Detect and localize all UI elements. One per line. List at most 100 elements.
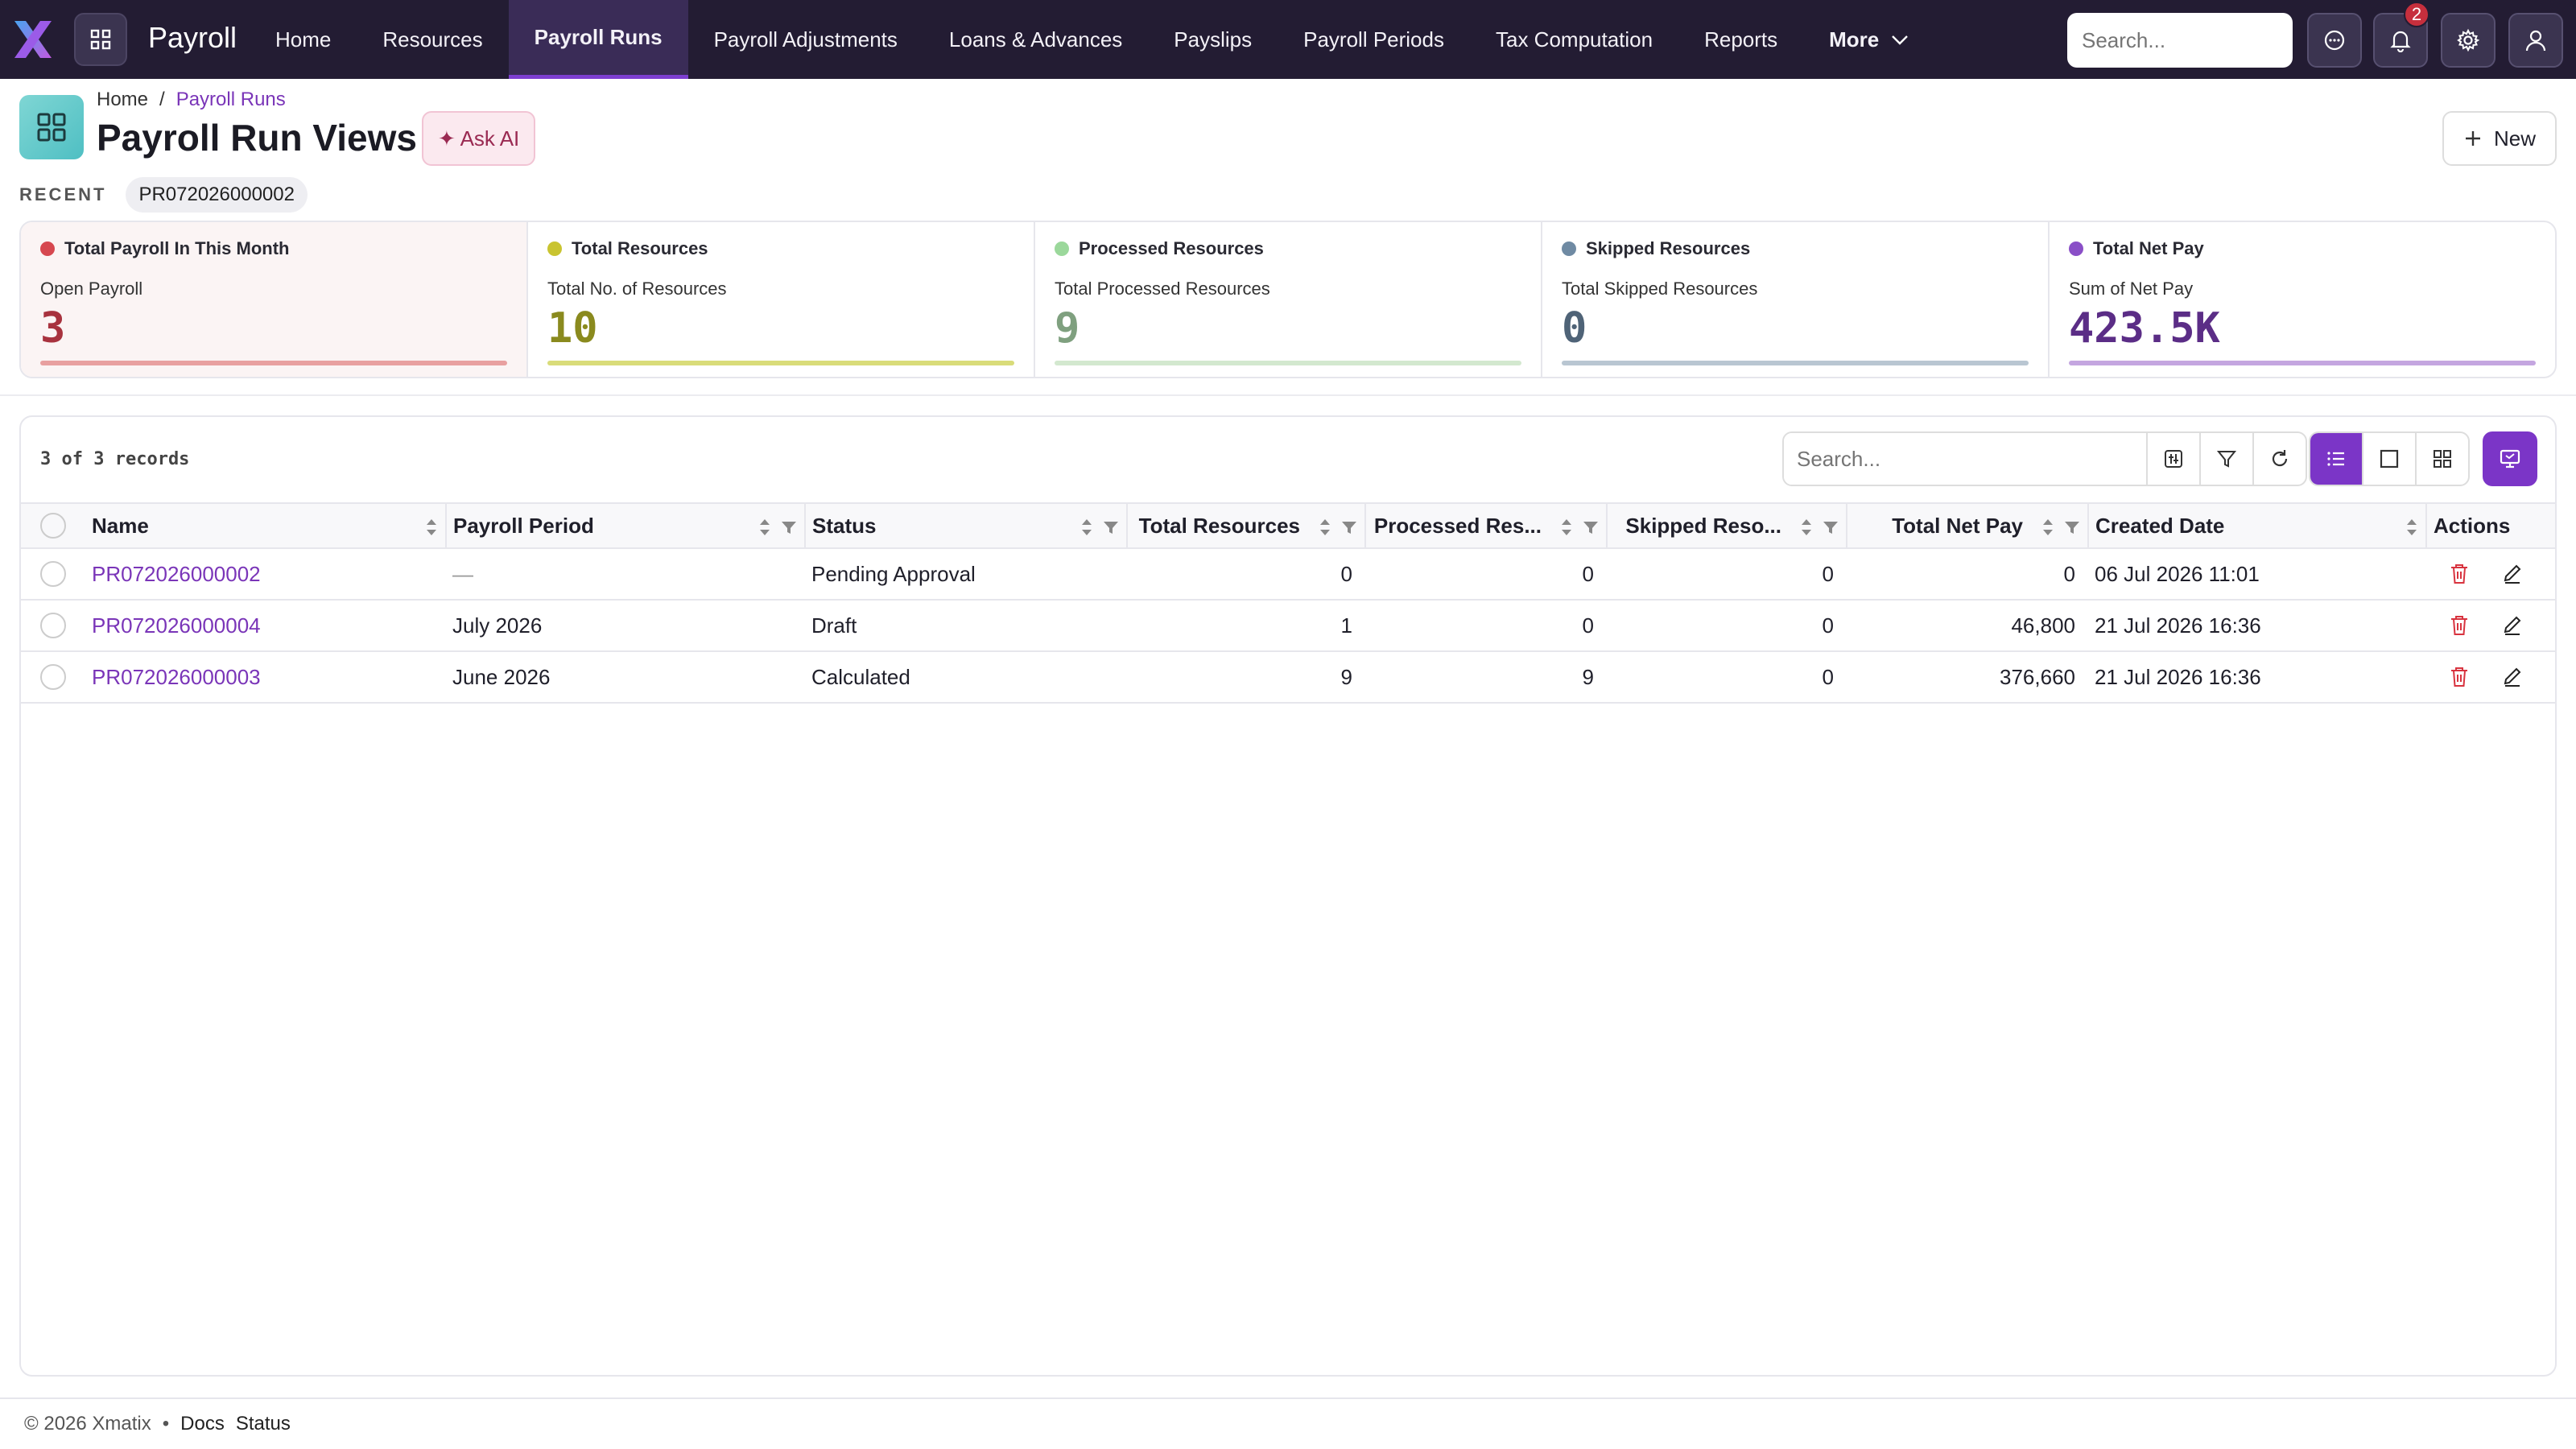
stat-dot: [1562, 242, 1576, 256]
square-icon: [2380, 449, 2399, 469]
new-button[interactable]: New: [2442, 111, 2557, 166]
sort-icon[interactable]: [1318, 515, 1332, 539]
user-profile-button[interactable]: [2508, 13, 2563, 68]
notifications-button[interactable]: 2: [2373, 2, 2429, 68]
cell-name: PR072026000002: [85, 548, 446, 601]
column-filter-icon[interactable]: [1102, 515, 1120, 539]
record-link[interactable]: PR072026000003: [92, 664, 261, 689]
stat-card-total-net-pay[interactable]: Total Net Pay Sum of Net Pay 423.5K: [2050, 222, 2555, 377]
chat-bubble-icon: [2324, 30, 2345, 51]
filter-icon: [2216, 451, 2237, 468]
cell-status: Calculated: [805, 651, 1127, 704]
x-logo-icon[interactable]: [11, 18, 55, 61]
row-checkbox[interactable]: [40, 613, 66, 638]
column-header-total-net-pay[interactable]: Total Net Pay: [1846, 502, 2088, 549]
nav-more-menu[interactable]: More: [1803, 0, 1935, 79]
filter-button[interactable]: [2199, 433, 2252, 485]
breadcrumb-current[interactable]: Payroll Runs: [175, 89, 286, 110]
nav-item-tax-computation[interactable]: Tax Computation: [1495, 27, 1653, 52]
sort-icon[interactable]: [424, 515, 439, 539]
sort-icon[interactable]: [1080, 515, 1094, 539]
column-header-processed-resources[interactable]: Processed Res...: [1364, 502, 1607, 549]
row-checkbox[interactable]: [40, 664, 66, 690]
settings-button[interactable]: [2441, 13, 2496, 68]
nav-item-loans-advances[interactable]: Loans & Advances: [948, 27, 1123, 52]
column-filter-icon[interactable]: [1340, 515, 1358, 539]
select-all-checkbox[interactable]: [40, 513, 66, 539]
nav-item-payroll-adjustments[interactable]: Payroll Adjustments: [713, 27, 898, 52]
cell-skipped-resources: 0: [1607, 548, 1847, 601]
stat-card-processed-resources[interactable]: Processed Resources Total Processed Reso…: [1035, 222, 1542, 377]
global-search-input[interactable]: [2067, 13, 2293, 68]
sort-icon[interactable]: [2041, 515, 2055, 539]
column-settings-button[interactable]: [2146, 433, 2199, 485]
cell-total-resources: 1: [1127, 600, 1365, 652]
page-title: Payroll Run Views: [97, 117, 417, 159]
column-header-label: Name: [92, 513, 149, 538]
presentation-button[interactable]: [2483, 431, 2537, 486]
nav-item-payroll-runs[interactable]: Payroll Runs: [508, 0, 688, 79]
stat-sublabel: Total No. of Resources: [547, 279, 727, 299]
list-search-input[interactable]: [1784, 433, 2146, 485]
nav-item-payroll-periods[interactable]: Payroll Periods: [1303, 27, 1444, 52]
sort-icon[interactable]: [1799, 515, 1814, 539]
column-filter-icon[interactable]: [2063, 515, 2081, 539]
sort-icon[interactable]: [2405, 515, 2419, 539]
view-mode-switcher: [2309, 431, 2470, 486]
column-header-payroll-period[interactable]: Payroll Period: [445, 502, 805, 549]
refresh-button[interactable]: [2252, 433, 2306, 485]
stat-title: Total Net Pay: [2093, 238, 2204, 258]
breadcrumb-home[interactable]: Home: [97, 89, 149, 110]
column-header-created-date[interactable]: Created Date: [2087, 502, 2426, 549]
sort-icon[interactable]: [1559, 515, 1574, 539]
cell-skipped-resources: 0: [1607, 600, 1847, 652]
pencil-edit-icon[interactable]: [2502, 563, 2523, 585]
chat-button[interactable]: [2307, 13, 2362, 68]
pencil-edit-icon[interactable]: [2502, 666, 2523, 688]
nav-more-label: More: [1829, 27, 1880, 52]
nav-item-home[interactable]: Home: [275, 27, 332, 52]
table-row[interactable]: PR072026000003 June 2026 Calculated 9 9 …: [21, 651, 2555, 704]
column-filter-icon[interactable]: [1822, 515, 1839, 539]
card-view-button[interactable]: [2362, 433, 2415, 485]
gear-icon: [2457, 28, 2480, 52]
grid-view-button[interactable]: [2415, 433, 2468, 485]
apps-grid-button[interactable]: [74, 13, 127, 66]
stat-card-total-payroll[interactable]: Total Payroll In This Month Open Payroll…: [21, 222, 528, 377]
trash-icon[interactable]: [2449, 614, 2470, 637]
stat-title: Total Resources: [572, 238, 708, 258]
column-filter-icon[interactable]: [1582, 515, 1600, 539]
nav-item-payslips[interactable]: Payslips: [1174, 27, 1253, 52]
stat-card-skipped-resources[interactable]: Skipped Resources Total Skipped Resource…: [1542, 222, 2050, 377]
column-header-status[interactable]: Status: [804, 502, 1127, 549]
trash-icon[interactable]: [2449, 666, 2470, 688]
footer-status-link[interactable]: Status: [235, 1413, 291, 1435]
trash-icon[interactable]: [2449, 563, 2470, 585]
stat-value: 423.5K: [2069, 304, 2220, 353]
record-link[interactable]: PR072026000004: [92, 613, 261, 638]
row-checkbox[interactable]: [40, 561, 66, 587]
column-header-name[interactable]: Name: [85, 502, 446, 549]
new-button-label: New: [2493, 126, 2536, 151]
cell-skipped-resources: 0: [1607, 651, 1847, 704]
column-header-total-resources[interactable]: Total Resources: [1126, 502, 1365, 549]
cell-payroll-period: July 2026: [446, 600, 805, 652]
record-link[interactable]: PR072026000002: [92, 561, 261, 586]
column-header-skipped-resources[interactable]: Skipped Reso...: [1606, 502, 1847, 549]
nav-item-reports[interactable]: Reports: [1704, 27, 1778, 52]
record-count: 3 of 3 records: [40, 449, 190, 469]
column-header-label: Status: [812, 513, 877, 538]
recent-item-chip[interactable]: PR072026000002: [126, 177, 308, 213]
stat-dot: [40, 242, 55, 256]
cell-actions: [2426, 548, 2555, 601]
table-row[interactable]: PR072026000002 — Pending Approval 0 0 0 …: [21, 548, 2555, 601]
table-row[interactable]: PR072026000004 July 2026 Draft 1 0 0 46,…: [21, 600, 2555, 652]
list-view-button[interactable]: [2310, 433, 2362, 485]
ask-ai-button[interactable]: ✦ Ask AI: [422, 111, 536, 166]
column-filter-icon[interactable]: [780, 515, 798, 539]
nav-item-resources[interactable]: Resources: [382, 27, 483, 52]
footer-docs-link[interactable]: Docs: [180, 1413, 225, 1435]
pencil-edit-icon[interactable]: [2502, 614, 2523, 637]
stat-card-total-resources[interactable]: Total Resources Total No. of Resources 1…: [528, 222, 1035, 377]
sort-icon[interactable]: [758, 515, 772, 539]
